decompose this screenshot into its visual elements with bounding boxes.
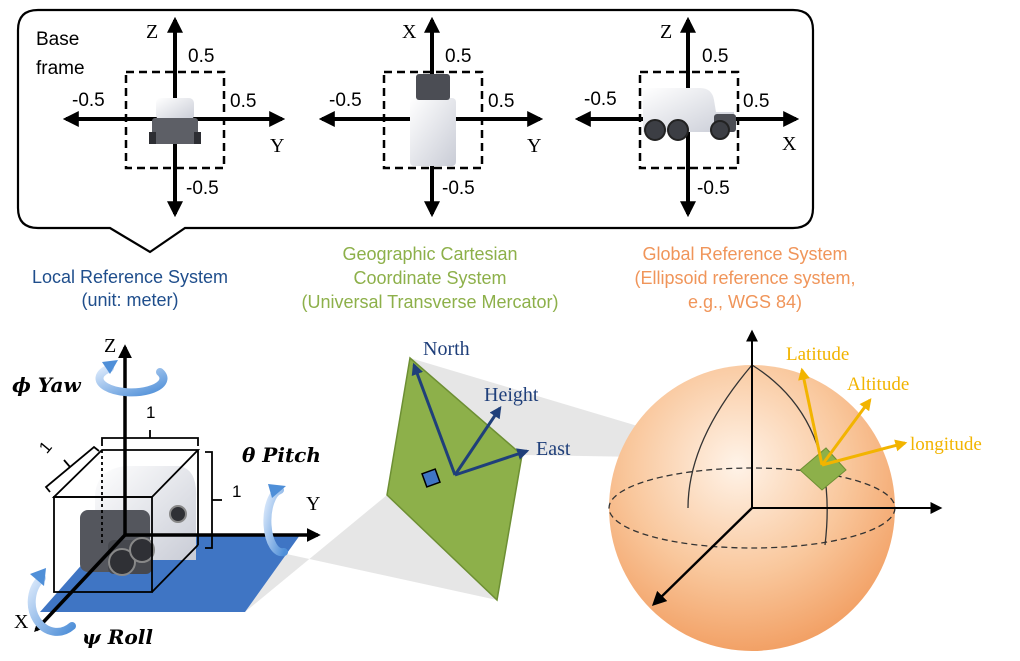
utm-plane: North Height East — [386, 338, 571, 602]
dim-label-top: 1 — [146, 403, 155, 422]
base-frame-label-line1: Base — [36, 29, 79, 50]
base-view-top: X Y 0.5 -0.5 0.5 -0.5 — [318, 16, 544, 218]
height-label: Height — [484, 384, 539, 406]
local-system-unit: (unit: meter) — [81, 290, 178, 310]
global-system-title-line1: Global Reference System — [642, 244, 847, 264]
system-titles: Local Reference System (unit: meter) Geo… — [32, 244, 856, 312]
global-system-title-line3: e.g., WGS 84) — [688, 292, 802, 312]
dim-bracket-left-tick — [63, 459, 71, 468]
pitch-rotation-icon — [263, 484, 288, 557]
local-z-label: Z — [104, 335, 116, 357]
east-label: East — [536, 438, 571, 460]
height-arrow — [453, 406, 502, 476]
altitude-label: Altitude — [847, 374, 909, 395]
longitude-label: longitude — [910, 434, 982, 455]
local-y-label: Y — [306, 493, 320, 515]
base-view-side: Z X 0.5 -0.5 0.5 -0.5 — [574, 16, 800, 218]
base-frame-callout: Base frame Z Y 0.5 -0.5 0.5 -0.5 — [16, 8, 815, 254]
global-sphere: Latitude Altitude longitude — [608, 329, 982, 651]
axis-label-vertical: X — [402, 21, 417, 43]
yaw-label: ϕ Yaw — [12, 373, 81, 397]
utm-plane-surface — [386, 356, 523, 602]
bottom-value: -0.5 — [186, 178, 219, 199]
right-value: 0.5 — [230, 91, 256, 112]
robot-footprint-square — [421, 468, 441, 488]
local-system-title: Local Reference System — [32, 267, 228, 287]
roll-rotation-icon — [27, 568, 76, 636]
dim-label-side: 1 — [232, 482, 241, 501]
axis-label-horizontal: Y — [270, 135, 284, 157]
dim-bracket-top — [101, 437, 199, 446]
base-view-rear: Z Y 0.5 -0.5 0.5 -0.5 — [62, 16, 286, 218]
local-frame: 1 1 1 Z Y X ϕ Yaw θ Pitch ψ Roll — [12, 335, 321, 649]
top-value: 0.5 — [445, 46, 471, 67]
right-value: 0.5 — [743, 91, 769, 112]
left-value: -0.5 — [584, 89, 617, 110]
unit-box — [382, 70, 484, 170]
top-value: 0.5 — [702, 46, 728, 67]
right-value: 0.5 — [488, 91, 514, 112]
roll-label: ψ Roll — [82, 625, 153, 649]
altitude-arrow — [820, 398, 872, 466]
global-system-title-line2: (Ellipsoid reference system, — [634, 268, 855, 288]
local-tangent-patch — [799, 447, 847, 491]
local-x-axis — [34, 533, 127, 633]
robot-top-icon — [410, 74, 456, 166]
robot-rear-icon — [149, 98, 201, 144]
axis-label-vertical: Z — [660, 21, 672, 43]
north-arrow — [411, 362, 457, 476]
unit-cube — [51, 449, 201, 593]
dim-bracket-left — [44, 445, 100, 493]
left-value: -0.5 — [329, 90, 362, 111]
meridian-right — [751, 364, 828, 546]
geo-system-title-line1: Geographic Cartesian — [342, 244, 517, 264]
unit-box — [638, 70, 740, 170]
meridian-left — [687, 364, 753, 509]
north-label: North — [423, 338, 470, 360]
bottom-value: -0.5 — [442, 178, 475, 199]
left-value: -0.5 — [72, 90, 105, 111]
axis-label-horizontal: X — [782, 133, 797, 155]
global-x-axis — [651, 507, 753, 607]
latitude-label: Latitude — [786, 344, 849, 365]
geo-system-title-line3: (Universal Transverse Mercator) — [301, 292, 558, 312]
top-value: 0.5 — [188, 46, 214, 67]
robot-3d-icon — [80, 466, 197, 576]
base-frame-label-line2: frame — [36, 58, 85, 79]
geo-system-title-line2: Coordinate System — [353, 268, 506, 288]
axis-label-vertical: Z — [146, 21, 158, 43]
unit-box — [124, 70, 226, 170]
yaw-rotation-icon — [95, 360, 168, 397]
dim-label-left: 1 — [35, 438, 56, 457]
robot-side-icon — [643, 88, 736, 141]
latitude-arrow — [798, 367, 824, 466]
pitch-label: θ Pitch — [242, 443, 321, 467]
bottom-value: -0.5 — [697, 178, 730, 199]
longitude-arrow — [821, 439, 908, 467]
east-arrow — [454, 448, 530, 477]
local-x-label: X — [14, 611, 29, 633]
axis-label-horizontal: Y — [527, 135, 541, 157]
